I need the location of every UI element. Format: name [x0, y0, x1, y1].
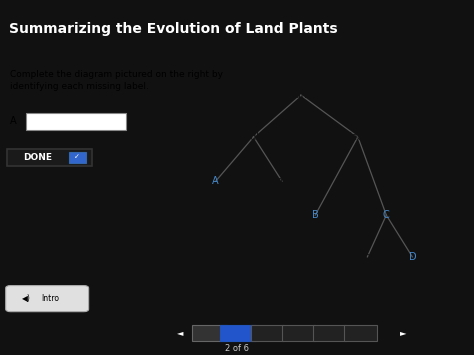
FancyBboxPatch shape [6, 285, 89, 312]
Text: Seed: Seed [346, 132, 370, 142]
FancyBboxPatch shape [344, 325, 377, 341]
Text: ◄: ◄ [177, 328, 183, 338]
Text: A: A [9, 116, 16, 126]
Text: Monocots: Monocots [344, 252, 391, 262]
Text: C: C [383, 210, 390, 220]
Text: ►: ► [400, 328, 406, 338]
Text: Complete the diagram pictured on the right by
identifying each missing label.: Complete the diagram pictured on the rig… [10, 70, 223, 91]
FancyBboxPatch shape [251, 325, 284, 341]
Text: Seedless: Seedless [232, 132, 275, 142]
Text: Pteridophytes: Pteridophytes [248, 176, 316, 186]
Text: Plants: Plants [286, 90, 316, 100]
FancyBboxPatch shape [26, 113, 126, 130]
Text: B: B [312, 210, 319, 220]
Text: D: D [409, 252, 416, 262]
FancyBboxPatch shape [7, 149, 92, 165]
Text: Intro: Intro [41, 294, 59, 302]
Text: ◀): ◀) [22, 294, 31, 302]
FancyBboxPatch shape [313, 325, 346, 341]
Text: DONE: DONE [23, 153, 53, 162]
Text: Summarizing the Evolution of Land Plants: Summarizing the Evolution of Land Plants [9, 22, 337, 36]
FancyBboxPatch shape [69, 152, 86, 163]
Text: ✓: ✓ [74, 154, 80, 160]
FancyBboxPatch shape [192, 325, 228, 341]
Text: 2 of 6: 2 of 6 [225, 344, 249, 353]
FancyBboxPatch shape [282, 325, 315, 341]
Text: A: A [212, 176, 219, 186]
FancyBboxPatch shape [220, 325, 256, 341]
